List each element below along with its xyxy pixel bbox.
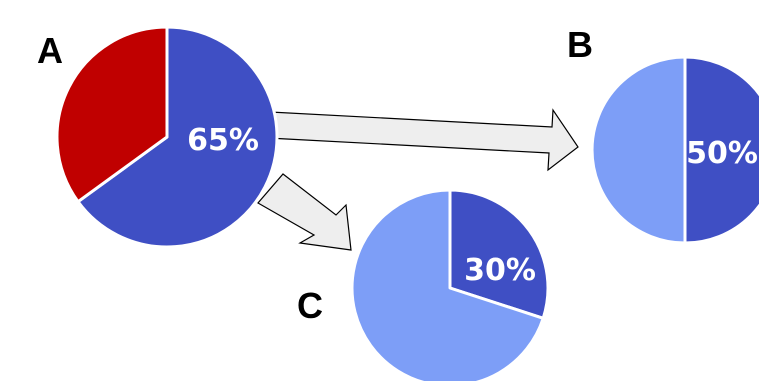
percent-label-B: 50% bbox=[686, 136, 758, 171]
pie-B-slice-0 bbox=[683, 55, 759, 245]
pie-A-slice-1 bbox=[55, 25, 169, 204]
pie-B bbox=[590, 55, 759, 245]
panel-label-B: B bbox=[567, 24, 593, 65]
percent-label-C: 30% bbox=[464, 253, 536, 288]
pie-B-slice-1 bbox=[590, 55, 687, 245]
pie-A-slice-0 bbox=[76, 25, 279, 249]
panel-label-A: A bbox=[37, 30, 63, 71]
pie-C-slice-1 bbox=[350, 188, 545, 381]
arrows-layer bbox=[257, 108, 579, 251]
labels-layer: A 65% B 50% C 30% bbox=[37, 24, 758, 326]
arrow-a-to-b bbox=[267, 108, 579, 172]
pie-C bbox=[350, 188, 550, 381]
pie-A bbox=[55, 25, 279, 249]
pie-C-slice-0 bbox=[448, 188, 550, 320]
arrow-a-to-c bbox=[257, 173, 352, 251]
pies-layer bbox=[55, 25, 759, 381]
percent-label-A: 65% bbox=[187, 123, 259, 158]
panel-label-C: C bbox=[297, 285, 323, 326]
